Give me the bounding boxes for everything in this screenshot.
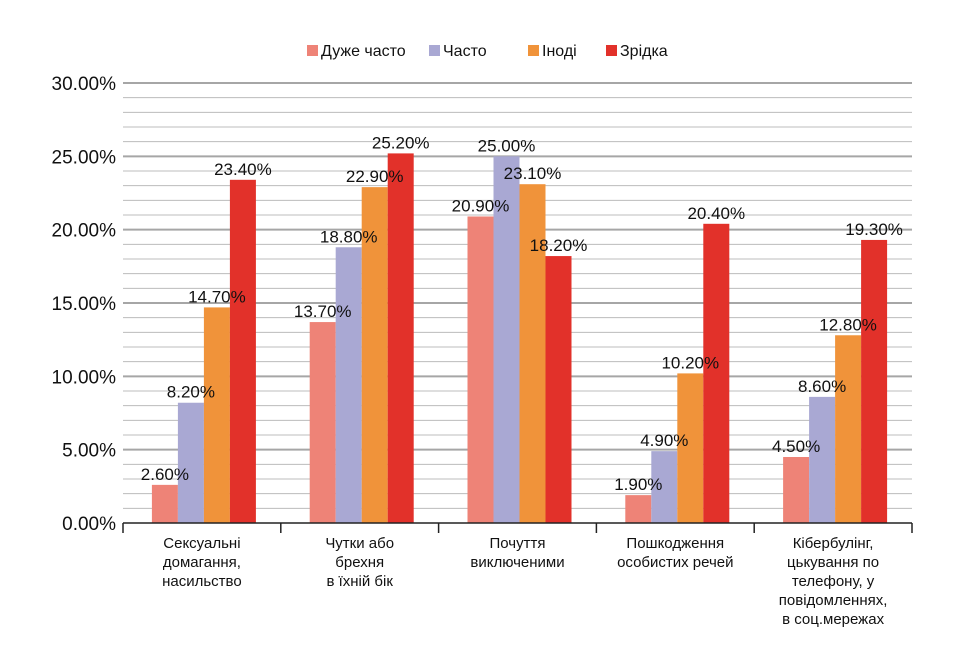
category-label: Пошкодження [626, 535, 724, 552]
bar [229, 179, 256, 524]
category-label: виключеними [470, 554, 564, 571]
data-label: 14.70% [188, 287, 246, 306]
bar [519, 184, 546, 523]
bar [177, 402, 204, 523]
data-label: 25.20% [372, 133, 430, 152]
data-label: 4.90% [640, 431, 688, 450]
category-label: Чутки або [325, 535, 394, 552]
data-label: 20.40% [687, 204, 745, 223]
legend-label: Часто [443, 43, 487, 60]
category-label: телефону, у [792, 573, 875, 590]
category-label: Сексуальні [163, 535, 240, 552]
data-label: 25.00% [478, 136, 536, 155]
category-label: Почуття [490, 535, 546, 552]
y-tick-label: 5.00% [62, 441, 116, 462]
legend-label: Іноді [542, 43, 577, 60]
data-label: 13.70% [294, 302, 352, 321]
data-label: 18.20% [530, 236, 588, 255]
y-tick-label: 25.00% [52, 147, 117, 168]
legend-swatch [606, 45, 617, 56]
legend-label: Дуже часто [321, 43, 406, 60]
bar [783, 457, 810, 523]
y-tick-label: 0.00% [62, 514, 116, 535]
bar [387, 153, 414, 523]
data-label: 19.30% [845, 220, 903, 239]
bar [309, 322, 336, 523]
data-label: 20.90% [452, 196, 510, 215]
bar [677, 373, 704, 523]
y-tick-label: 10.00% [52, 367, 117, 388]
bar [835, 335, 862, 523]
category-label: брехня [335, 554, 384, 571]
bar [361, 187, 388, 523]
bar [151, 484, 178, 523]
y-tick-label: 15.00% [52, 294, 117, 315]
bar [203, 307, 230, 523]
legend-swatch [307, 45, 318, 56]
y-tick-label: 20.00% [52, 221, 117, 242]
y-tick-label: 30.00% [52, 74, 117, 95]
bar [467, 216, 494, 523]
data-label: 18.80% [320, 227, 378, 246]
legend-label: Зрідка [620, 43, 668, 60]
category-label: Кібербулінг, [793, 535, 874, 552]
category-label: насильство [162, 573, 242, 590]
category-label: цькування по [787, 554, 879, 571]
legend-swatch [528, 45, 539, 56]
data-label: 23.10% [504, 164, 562, 183]
bar [651, 451, 678, 523]
category-label: в їхній бік [326, 573, 393, 590]
bar [703, 223, 730, 524]
bar [493, 156, 520, 524]
data-label: 8.60% [798, 377, 846, 396]
bar [861, 239, 888, 523]
data-label: 22.90% [346, 167, 404, 186]
bar [545, 256, 572, 523]
bar [625, 495, 652, 523]
data-label: 2.60% [141, 465, 189, 484]
legend-swatch [429, 45, 440, 56]
category-label: повідомленнях, [779, 592, 888, 609]
data-label: 12.80% [819, 315, 877, 334]
data-label: 4.50% [772, 437, 820, 456]
data-label: 8.20% [167, 383, 215, 402]
category-label: в соц.мережах [782, 611, 884, 628]
data-label: 23.40% [214, 160, 272, 179]
category-label: особистих речей [617, 554, 733, 571]
data-label: 1.90% [614, 475, 662, 494]
category-label: домагання, [163, 554, 241, 571]
bar [335, 247, 362, 523]
data-label: 10.20% [661, 353, 719, 372]
bar [809, 396, 836, 523]
